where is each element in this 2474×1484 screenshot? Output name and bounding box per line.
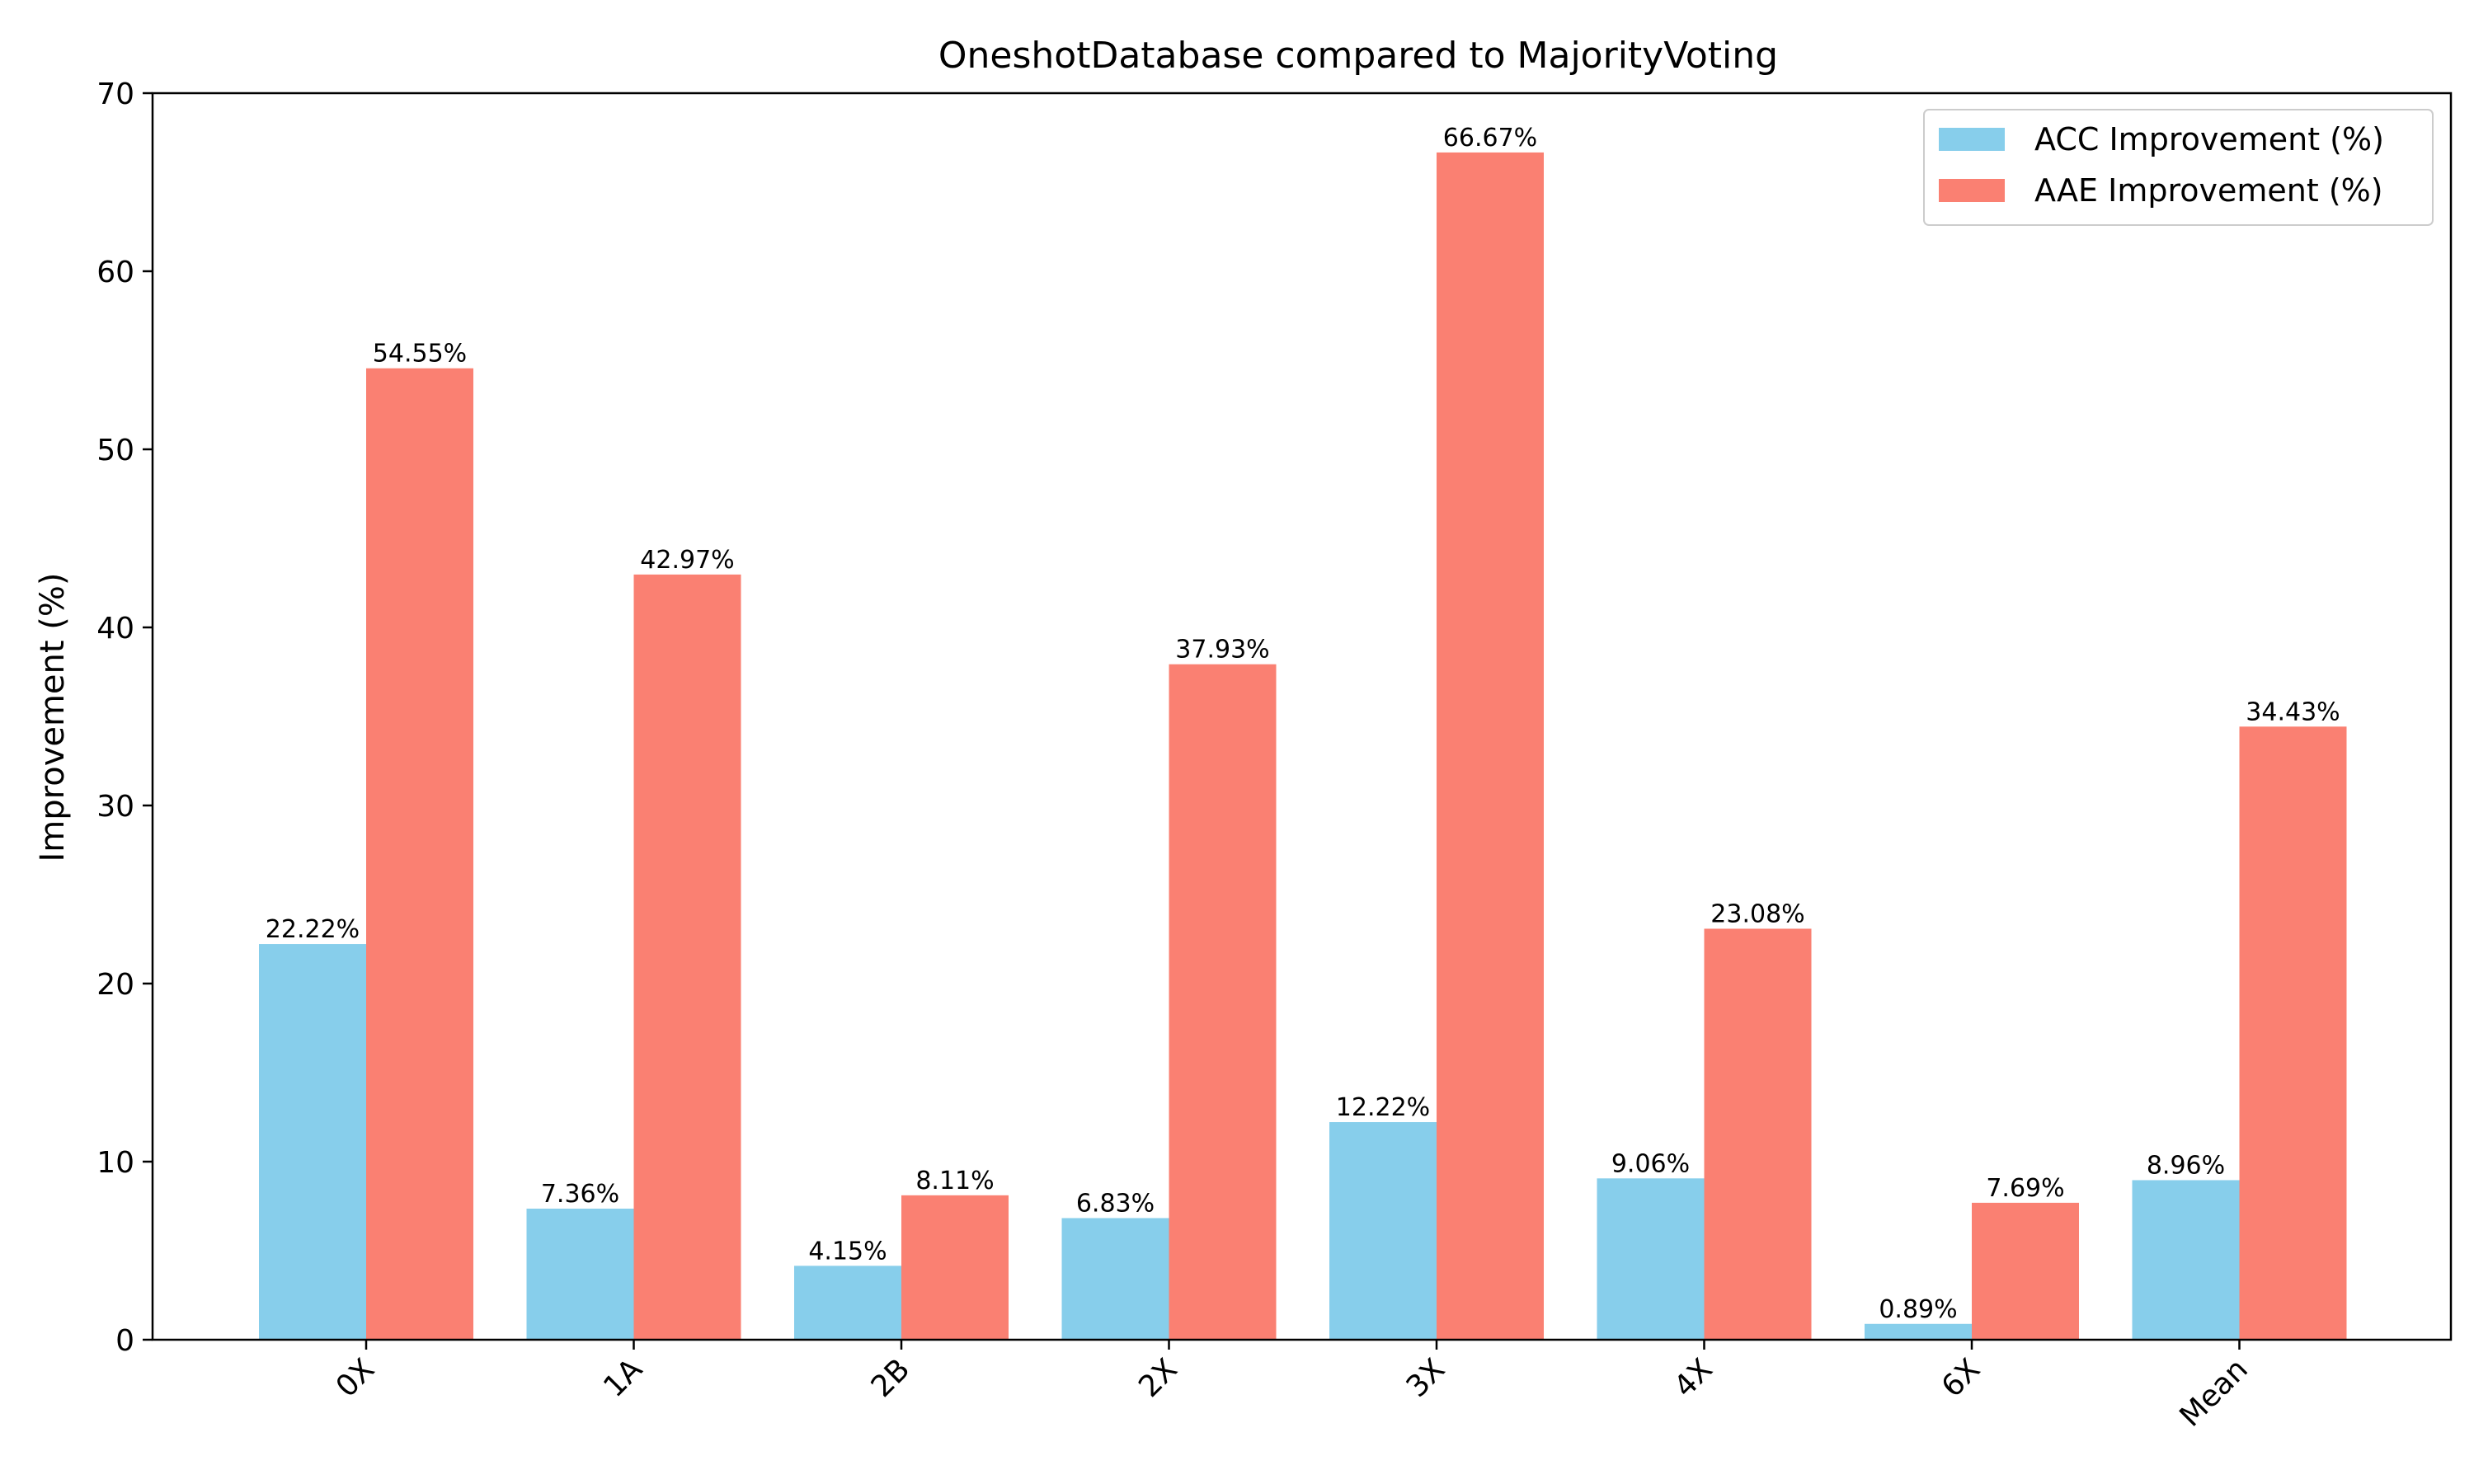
y-tick-label: 10	[96, 1146, 134, 1180]
data-label: 4.15%	[808, 1237, 887, 1266]
y-tick-label: 70	[96, 77, 134, 111]
data-label: 23.08%	[1710, 899, 1804, 928]
bar-acc-1a	[526, 1209, 634, 1340]
legend-swatch	[1939, 179, 2005, 202]
bar-aae-6x	[1972, 1202, 2079, 1340]
data-label: 54.55%	[373, 340, 467, 369]
x-tick-label: 4X	[1667, 1352, 1719, 1404]
bar-aae-3x	[1437, 152, 1544, 1341]
data-label: 6.83%	[1076, 1189, 1155, 1218]
x-tick-label: 2B	[865, 1352, 917, 1404]
data-label: 34.43%	[2246, 697, 2340, 726]
legend-swatch	[1939, 128, 2005, 151]
legend-box	[1923, 109, 2434, 226]
data-label: 22.22%	[266, 915, 360, 944]
x-tick-label: 6X	[1935, 1352, 1987, 1404]
y-tick-label: 30	[96, 790, 134, 824]
x-tick-label: 2X	[1132, 1352, 1184, 1404]
bar-acc-6x	[1865, 1323, 1972, 1340]
axes-frame	[151, 92, 2453, 1341]
bar-aae-0x	[366, 368, 473, 1341]
data-label: 42.97%	[640, 546, 734, 575]
y-tick-label: 40	[96, 612, 134, 646]
x-tick-label: 1A	[597, 1352, 649, 1404]
bar-acc-3x	[1329, 1122, 1437, 1340]
data-label: 8.96%	[2147, 1151, 2225, 1180]
data-label: 37.93%	[1175, 636, 1269, 665]
legend-label: AAE Improvement (%)	[2034, 172, 2383, 209]
bar-aae-1a	[633, 574, 741, 1340]
data-label: 8.11%	[915, 1167, 994, 1195]
plot-area: 22.22% 7.36% 4.15% 6.83% 12.22% 9.06% 0.89% 8.9…	[96, 77, 2453, 1434]
bar-aae-2b	[901, 1195, 1009, 1340]
x-tick-label: Mean	[2174, 1352, 2255, 1433]
x-tick-label: 0X	[330, 1352, 382, 1404]
bar-aae-4x	[1704, 928, 1812, 1340]
bar-aae-mean	[2239, 726, 2347, 1340]
legend-label: ACC Improvement (%)	[2034, 121, 2384, 157]
y-axis-label: Improvement (%)	[34, 572, 72, 862]
bar-acc-4x	[1597, 1178, 1705, 1340]
bar-acc-mean	[2132, 1180, 2240, 1340]
y-tick-label: 20	[96, 968, 134, 1002]
data-label: 7.36%	[541, 1180, 619, 1209]
bar-aae-2x	[1169, 664, 1277, 1340]
data-label: 7.69%	[1986, 1174, 2064, 1203]
x-tick-label: 3X	[1400, 1352, 1452, 1404]
data-label: 12.22%	[1336, 1093, 1430, 1122]
bar-acc-2x	[1061, 1218, 1169, 1340]
y-tick-label: 0	[115, 1324, 134, 1358]
chart-title: OneshotDatabase compared to MajorityVoti…	[938, 35, 1778, 77]
data-label: 66.67%	[1443, 124, 1537, 153]
bar-acc-2b	[794, 1266, 901, 1340]
bar-acc-0x	[259, 944, 366, 1340]
legend: ACC Improvement (%) AAE Improvement (%)	[1923, 109, 2434, 226]
data-label: 9.06%	[1611, 1149, 1690, 1178]
y-tick-label: 60	[96, 256, 134, 289]
data-label: 0.89%	[1879, 1295, 1957, 1324]
y-tick-label: 50	[96, 434, 134, 467]
